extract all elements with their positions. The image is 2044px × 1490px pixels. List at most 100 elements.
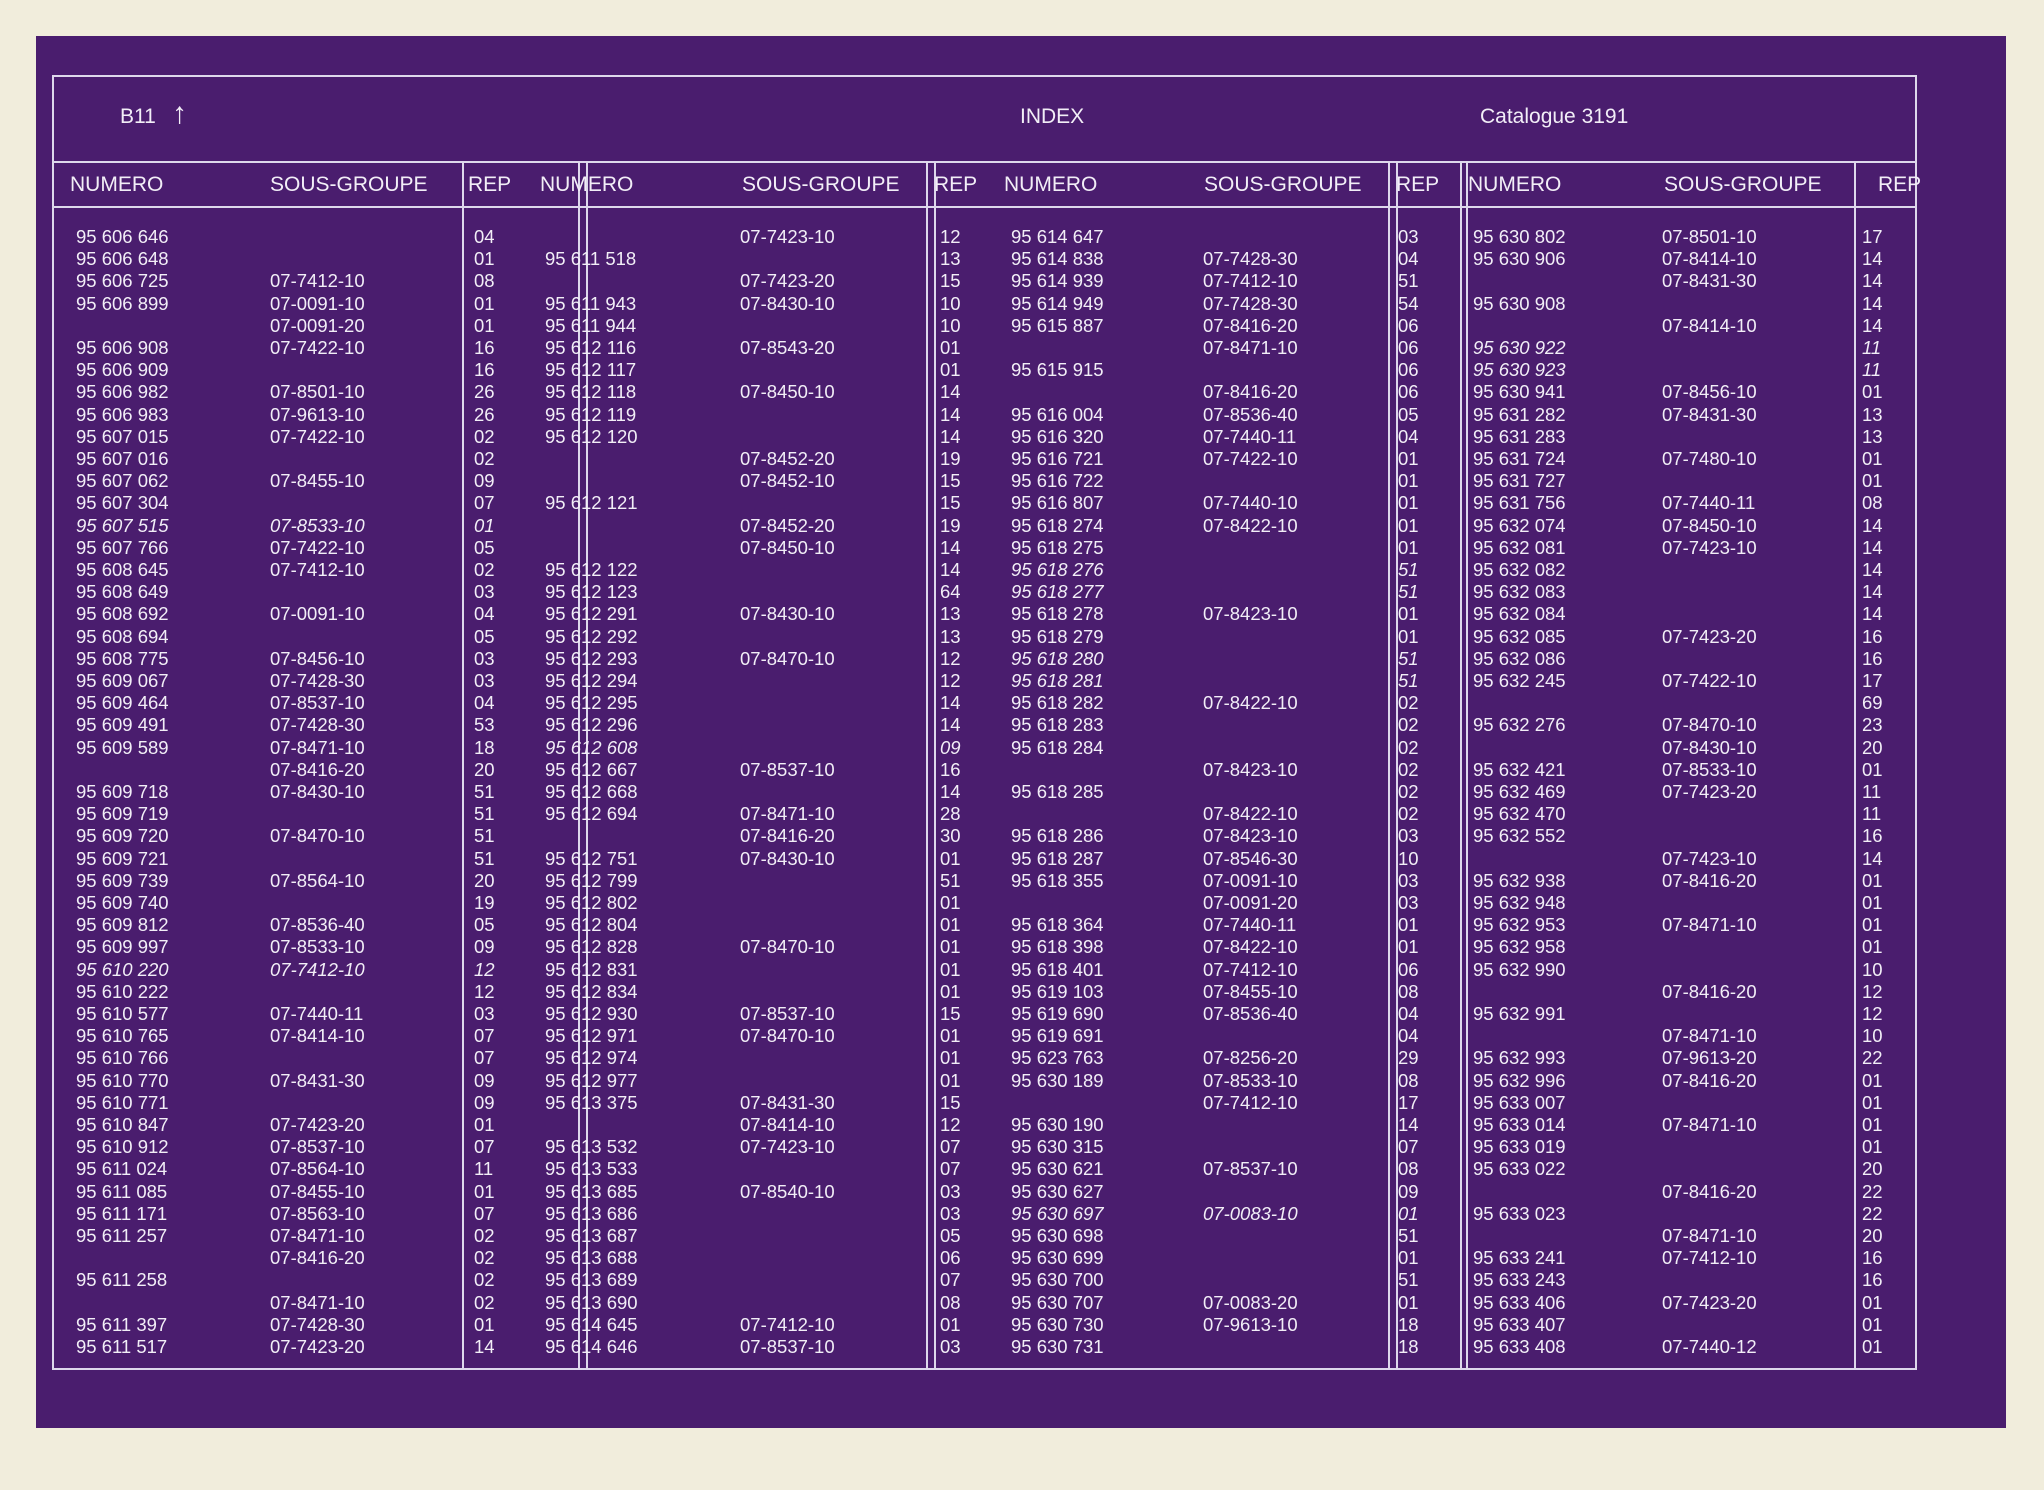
numero-cell: 95 612 123 — [545, 581, 638, 603]
rep-cell: 02 — [474, 448, 495, 469]
numero-cell: 95 608 694 — [76, 625, 169, 647]
numero-cell: 95 614 949 — [1011, 292, 1104, 314]
numero-cell: 95 630 802 — [1473, 226, 1566, 247]
rep-cell: 07 — [474, 492, 495, 514]
sous-groupe-cell: 07-8430-10 — [270, 781, 365, 802]
sous-groupe-cell: 07-8416-20 — [1203, 381, 1298, 403]
numero-cell: 95 611 257 — [76, 1225, 168, 1246]
rep-cell: 01 — [1862, 758, 1883, 780]
rep-cell: 02 — [474, 425, 495, 447]
numero-cell: 95 612 802 — [545, 892, 638, 913]
rep-cell: 13 — [1862, 425, 1883, 447]
rep-cell: 14 — [1862, 603, 1883, 625]
rep-cell: 02 — [474, 1225, 495, 1246]
numero-cell: 95 610 847 — [76, 1114, 169, 1135]
column-divider — [1466, 163, 1468, 1368]
rep-cell: 06 — [1398, 381, 1419, 403]
numero-cell: 95 633 241 — [1473, 1247, 1566, 1269]
sous-groupe-cell: 07-8501-10 — [1662, 226, 1757, 247]
rep-cell: 01 — [940, 1047, 961, 1069]
rep-cell: 01 — [1862, 936, 1883, 958]
rep-cell: 06 — [1398, 314, 1419, 336]
column-header-sous-groupe: SOUS-GROUPE — [1204, 173, 1362, 196]
rep-cell: 18 — [474, 736, 495, 758]
rep-cell: 12 — [474, 958, 495, 980]
sous-groupe-cell: 07-8533-10 — [1203, 1069, 1298, 1091]
numero-cell: 95 607 304 — [76, 492, 169, 514]
numero-cell: 95 612 295 — [545, 692, 638, 714]
rep-cell: 20 — [1862, 736, 1883, 758]
numero-cell: 95 630 698 — [1011, 1225, 1104, 1246]
numero-cell: 95 609 589 — [76, 736, 169, 758]
sous-groupe-cell: 07-8455-10 — [270, 470, 365, 492]
numero-cell: 95 612 121 — [545, 492, 638, 514]
rep-cell: 19 — [940, 514, 961, 536]
rep-cell: 14 — [1862, 581, 1883, 603]
numero-cell: 95 610 222 — [76, 980, 169, 1002]
rep-cell: 14 — [940, 425, 961, 447]
sous-groupe-cell: 07-8414-10 — [1662, 248, 1757, 270]
numero-cell: 95 607 766 — [76, 536, 169, 558]
sous-groupe-cell: 07-7440-11 — [270, 1003, 364, 1024]
numero-cell: 95 632 086 — [1473, 647, 1566, 669]
numero-cell: 95 632 421 — [1473, 758, 1566, 780]
rep-cell: 14 — [474, 1336, 495, 1357]
numero-cell: 95 612 120 — [545, 425, 638, 447]
rep-cell: 12 — [1862, 980, 1883, 1002]
sous-groupe-cell: 07-8540-10 — [740, 1180, 835, 1202]
sous-groupe-cell: 07-8470-10 — [270, 825, 365, 847]
rep-cell: 14 — [1862, 514, 1883, 536]
sous-groupe-cell: 07-8471-10 — [270, 736, 365, 758]
rep-cell: 01 — [1862, 1091, 1883, 1113]
numero-cell: 95 632 082 — [1473, 559, 1566, 580]
rep-cell: 01 — [474, 314, 495, 336]
numero-cell: 95 632 470 — [1473, 803, 1566, 825]
numero-cell: 95 618 278 — [1011, 603, 1104, 625]
numero-cell: 95 618 283 — [1011, 714, 1104, 736]
numero-cell: 95 614 646 — [545, 1336, 638, 1357]
numero-cell: 95 610 766 — [76, 1047, 169, 1069]
rep-cell: 22 — [1862, 1047, 1883, 1069]
rep-cell: 02 — [474, 1291, 495, 1313]
numero-cell: 95 632 953 — [1473, 914, 1566, 936]
numero-cell: 95 606 648 — [76, 248, 169, 270]
sous-groupe-cell: 07-8543-20 — [740, 337, 835, 358]
rep-cell: 01 — [940, 359, 961, 381]
rep-cell: 17 — [1862, 226, 1883, 247]
sous-groupe-cell: 07-7480-10 — [1662, 448, 1757, 469]
numero-cell: 95 610 220 — [76, 958, 169, 980]
numero-cell: 95 618 287 — [1011, 847, 1104, 869]
numero-cell: 95 630 908 — [1473, 292, 1566, 314]
rep-cell: 16 — [474, 337, 495, 358]
column-header-sous-groupe: SOUS-GROUPE — [742, 173, 900, 196]
sous-groupe-cell: 07-8533-10 — [270, 936, 365, 958]
numero-cell: 95 632 990 — [1473, 958, 1566, 980]
sous-groupe-cell: 07-8431-30 — [270, 1069, 365, 1091]
column-header-numero: NUMERO — [540, 173, 634, 196]
sous-groupe-cell: 07-8416-20 — [270, 1247, 365, 1269]
rep-cell: 20 — [474, 869, 495, 891]
numero-cell: 95 633 243 — [1473, 1269, 1566, 1291]
rep-cell: 14 — [940, 403, 961, 425]
sous-groupe-cell: 07-8537-10 — [740, 1003, 835, 1024]
numero-cell: 95 613 688 — [545, 1247, 638, 1269]
rep-cell: 14 — [940, 692, 961, 714]
rep-cell: 15 — [940, 470, 961, 492]
numero-cell: 95 612 751 — [545, 847, 638, 869]
sous-groupe-cell: 07-8450-10 — [740, 381, 835, 403]
rep-cell: 26 — [474, 381, 495, 403]
sous-groupe-cell: 07-8422-10 — [1203, 936, 1298, 958]
column-divider — [1388, 163, 1390, 1368]
rep-cell: 04 — [1398, 1003, 1419, 1024]
numero-cell: 95 630 707 — [1011, 1291, 1104, 1313]
numero-cell: 95 632 245 — [1473, 670, 1566, 691]
rep-cell: 16 — [940, 758, 961, 780]
rep-cell: 01 — [1862, 470, 1883, 492]
rep-cell: 04 — [474, 692, 495, 714]
sous-groupe-cell: 07-8430-10 — [1662, 736, 1757, 758]
numero-cell: 95 612 668 — [545, 781, 638, 802]
numero-cell: 95 615 915 — [1011, 359, 1104, 381]
numero-cell: 95 632 084 — [1473, 603, 1566, 625]
sous-groupe-cell: 07-8471-10 — [270, 1225, 365, 1246]
column-divider — [934, 163, 936, 1368]
